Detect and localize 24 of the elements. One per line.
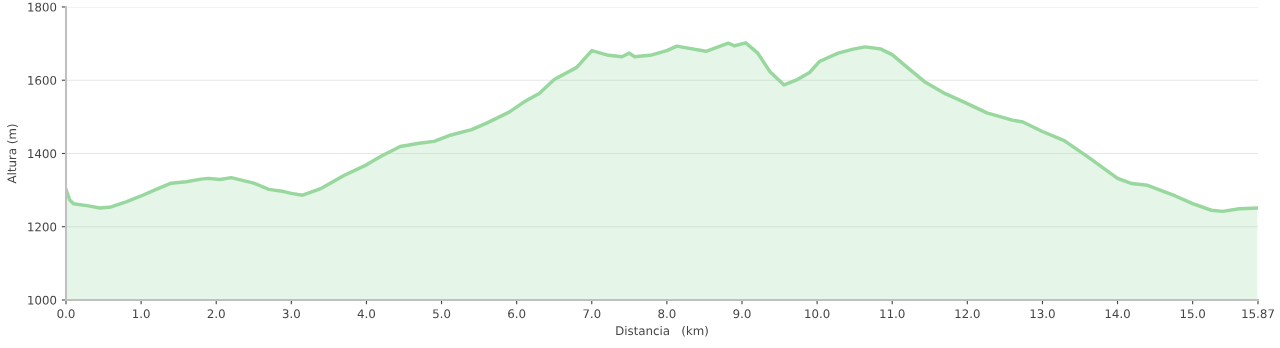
x-tick-label: 9.0: [733, 309, 751, 319]
x-tick-label: 2.0: [207, 309, 225, 319]
y-axis-title: Altura (m): [7, 124, 18, 184]
x-tick-label: 15.87: [1242, 309, 1274, 319]
x-tick-label: 4.0: [357, 309, 376, 319]
x-tick-label: 8.0: [658, 309, 676, 319]
x-tick-label: 10.0: [805, 309, 830, 319]
x-tick-label: 12.0: [955, 309, 980, 319]
x-tick-label: 1.0: [133, 309, 150, 319]
x-tick-label: 3.0: [282, 309, 300, 319]
y-tick-label: 1200: [28, 222, 57, 232]
y-tick-label: 1800: [28, 2, 57, 12]
x-tick-label: 6.0: [508, 309, 526, 319]
y-tick-label: 1400: [28, 149, 57, 159]
x-tick-label: 5.0: [433, 309, 451, 319]
x-tick-label: 7.0: [583, 309, 601, 319]
x-tick-label: 13.0: [1030, 309, 1055, 319]
x-axis-title: Distancia (km): [616, 326, 708, 337]
x-tick-label: 14.0: [1105, 309, 1130, 319]
y-tick-label: 1000: [28, 295, 57, 305]
x-tick-label: 11.0: [880, 309, 905, 319]
y-tick-label: 1600: [28, 75, 57, 85]
x-tick-label: 0.0: [57, 309, 75, 319]
x-tick-label: 15.0: [1180, 309, 1206, 319]
